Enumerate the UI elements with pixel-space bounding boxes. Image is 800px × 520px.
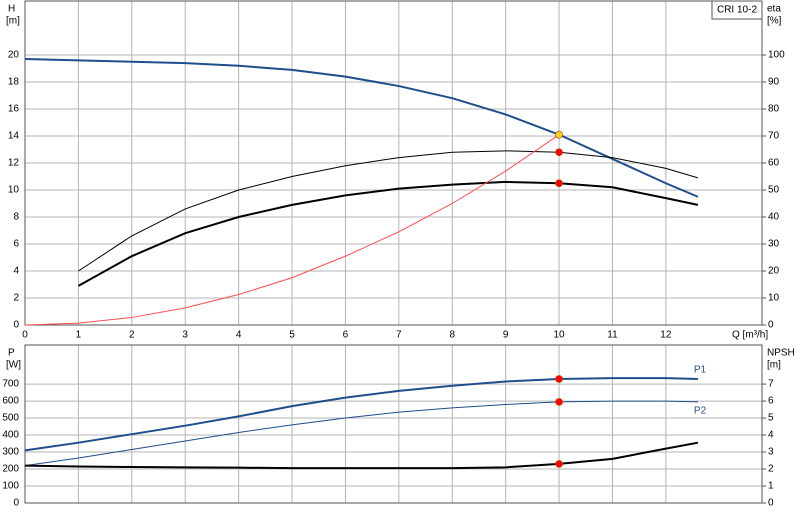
- y2-tick-label: 50: [768, 185, 780, 196]
- x-tick-label: 8: [449, 330, 455, 341]
- y-tick-label: 400: [2, 430, 19, 441]
- y-tick-label: 12: [8, 158, 20, 169]
- y2-axis-unit: [m]: [767, 360, 781, 371]
- y-tick-label: 10: [8, 185, 20, 196]
- x-tick-label: 5: [289, 330, 295, 341]
- y2-tick-label: 90: [768, 77, 780, 88]
- y2-tick-label: 6: [768, 396, 774, 407]
- x-tick-label: 6: [343, 330, 349, 341]
- y-tick-label: 6: [13, 239, 19, 250]
- duty-point: [555, 375, 563, 383]
- y-tick-label: 18: [8, 77, 20, 88]
- y-tick-label: 4: [13, 266, 19, 277]
- y-tick-label: 0: [13, 320, 19, 331]
- y2-tick-label: 80: [768, 104, 780, 115]
- annotation-box: [711, 0, 763, 20]
- duty-point: [555, 130, 563, 139]
- y-tick-label: 16: [8, 104, 20, 115]
- x-tick-label: 7: [396, 330, 402, 341]
- y2-tick-label: 1: [768, 481, 774, 492]
- series-line: [24, 400, 698, 467]
- y-tick-label: 700: [2, 379, 19, 390]
- y2-axis-unit: [%]: [767, 16, 782, 27]
- y2-tick-label: 2: [768, 464, 774, 475]
- y-axis-label: P: [8, 348, 15, 359]
- y-tick-label: 0: [13, 498, 19, 509]
- y2-axis-label: eta: [767, 4, 781, 15]
- series-line: [77, 180, 699, 287]
- y2-tick-label: 60: [768, 158, 780, 169]
- y-tick-label: 100: [2, 481, 19, 492]
- y2-axis-label: NPSH: [767, 348, 795, 359]
- y-tick-label: 200: [2, 464, 19, 475]
- annotation: CRI 10-2: [717, 5, 757, 16]
- x-tick-label: 11: [607, 330, 618, 341]
- y2-tick-label: 70: [768, 131, 780, 142]
- series-line: [24, 441, 699, 470]
- y2-tick-label: 0: [768, 320, 774, 331]
- series-line: [24, 58, 699, 198]
- y2-tick-label: 0: [768, 498, 774, 509]
- x-tick-label: 3: [182, 330, 188, 341]
- series-label: P2: [694, 406, 707, 417]
- plot-frame: [24, 344, 763, 504]
- y2-tick-label: 5: [768, 413, 774, 424]
- x-tick-label: 12: [660, 330, 672, 341]
- y2-tick-label: 4: [768, 430, 774, 441]
- x-tick-label: 1: [76, 330, 82, 341]
- x-tick-label: 2: [129, 330, 135, 341]
- series-label: P1: [694, 365, 707, 376]
- series-line: [24, 134, 560, 326]
- y-tick-label: 20: [8, 50, 20, 61]
- y-axis-unit: [W]: [6, 360, 21, 371]
- duty-point: [555, 148, 563, 157]
- x-tick-label: 9: [503, 330, 509, 341]
- y-axis-unit: [m]: [6, 16, 20, 27]
- y-tick-label: 600: [2, 396, 19, 407]
- x-tick-label: 4: [236, 330, 242, 341]
- y-tick-label: 8: [13, 212, 19, 223]
- y2-tick-label: 100: [768, 50, 785, 61]
- y-tick-label: 14: [8, 131, 20, 142]
- duty-point: [555, 179, 563, 188]
- series-line: [78, 150, 699, 272]
- plot-frame: [24, 0, 763, 326]
- y2-tick-label: 30: [768, 239, 780, 250]
- y2-tick-label: 20: [768, 266, 780, 277]
- y-axis-label: H: [8, 4, 15, 15]
- y2-tick-label: 7: [768, 379, 774, 390]
- x-tick-label: 0: [22, 330, 28, 341]
- y2-tick-label: 3: [768, 447, 774, 458]
- y2-tick-label: 40: [768, 212, 780, 223]
- x-tick-label: 10: [553, 330, 565, 341]
- y-tick-label: 300: [2, 447, 19, 458]
- x-axis-label: Q [m³/h]: [732, 330, 768, 341]
- y-tick-label: 500: [2, 413, 19, 424]
- duty-point: [555, 460, 563, 468]
- y2-tick-label: 10: [768, 293, 780, 304]
- duty-point: [555, 398, 563, 406]
- y-tick-label: 2: [13, 293, 19, 304]
- series-line: [24, 377, 698, 452]
